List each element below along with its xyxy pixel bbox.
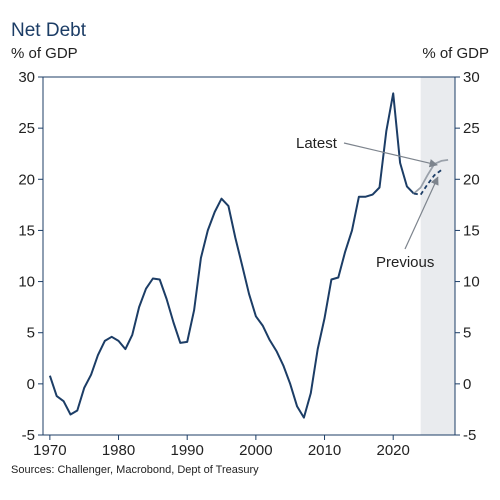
y-tick-label-left: 5: [27, 325, 35, 342]
y-tick-label-right: 5: [463, 325, 471, 342]
forecast-shading: [420, 77, 455, 435]
plot-frame: [42, 76, 456, 436]
y-tick-label-right: 20: [463, 171, 480, 188]
source-note: Sources: Challenger, Macrobond, Dept of …: [11, 464, 259, 476]
y-tick-label-right: 30: [463, 69, 480, 86]
y-tick-label-left: -5: [22, 427, 35, 444]
y-tick-label-left: 10: [18, 274, 35, 291]
y-tick-label-right: -5: [463, 427, 476, 444]
x-tick-label: 2000: [239, 442, 272, 459]
y-tick-label-right: 15: [463, 222, 480, 239]
annotation-previous: Previous: [376, 254, 434, 271]
x-tick-label: 1970: [33, 442, 66, 459]
y-tick-label-left: 20: [18, 171, 35, 188]
x-tick-label: 1980: [102, 442, 135, 459]
annotation-previous-arrow: [404, 176, 439, 250]
chart-title: Net Debt: [11, 20, 86, 41]
series-line-latest: [413, 159, 449, 195]
y-tick-label-left: 30: [18, 69, 35, 86]
y-tick-label-right: 10: [463, 274, 480, 291]
x-tick-label: 2020: [377, 442, 410, 459]
y-tick-label-left: 15: [18, 222, 35, 239]
annotation-latest-arrow: [343, 142, 438, 168]
y-tick-label-left: 25: [18, 120, 35, 137]
y-tick-label-left: 0: [27, 376, 35, 393]
series-line-net-debt: [48, 92, 415, 419]
y-tick-label-right: 25: [463, 120, 480, 137]
y-tick-label-right: 0: [463, 376, 471, 393]
right-axis-unit-label: % of GDP: [422, 45, 489, 62]
x-tick-label: 2010: [308, 442, 341, 459]
annotation-latest: Latest: [296, 135, 338, 152]
left-axis-unit-label: % of GDP: [11, 45, 78, 62]
x-tick-label: 1990: [171, 442, 204, 459]
